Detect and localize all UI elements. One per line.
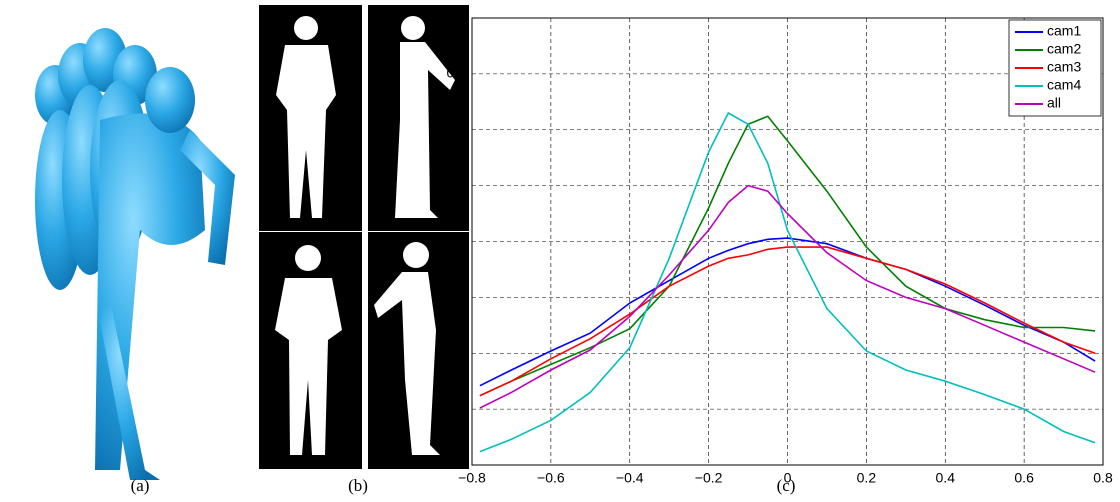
caption: (a) [131,476,150,495]
legend-label: cam3 [1047,59,1081,75]
x-tick-label: −0.8 [458,470,486,486]
legend-label: all [1047,95,1061,111]
caption: (b) [348,476,368,495]
line-series [479,111,1096,453]
silhouettes [259,5,469,469]
line-series [479,184,1096,409]
caption: (c) [777,476,796,495]
x-tick-label: −0.6 [537,470,565,486]
line-series [479,115,1096,397]
x-tick-label: −0.4 [616,470,644,486]
y-tick-label: 0.9 [447,65,467,81]
y-tick-label: 0.75 [439,232,466,248]
x-tick-label: 0.8 [1093,470,1113,486]
legend-label: cam1 [1047,23,1081,39]
y-tick-label: 0.8 [447,176,467,192]
x-tick-label: 0.4 [936,470,956,486]
line-series [479,246,1096,397]
line-series [479,237,1096,387]
x-tick-label: −0.2 [695,470,723,486]
y-tick-label: 0.95 [439,9,466,25]
plot-frame [471,17,1104,466]
human-models [35,28,235,480]
y-tick-label: 0.6 [447,400,467,416]
y-tick-label: 0.7 [447,288,467,304]
x-tick-label: 0.2 [857,470,877,486]
x-tick-label: 0.6 [1014,470,1034,486]
y-tick-label: 0.65 [439,344,466,360]
legend-label: cam4 [1047,77,1081,93]
x-tick-label: 0 [784,470,792,486]
legend-label: cam2 [1047,41,1081,57]
y-tick-label: 0.55 [439,456,466,472]
y-tick-label: 0.85 [439,120,466,136]
